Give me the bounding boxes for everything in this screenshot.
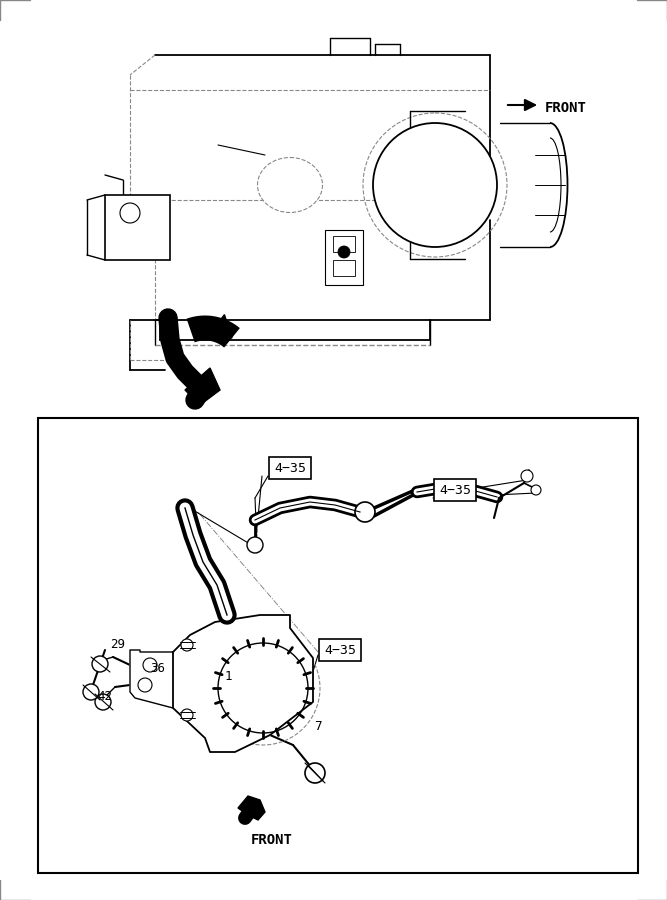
FancyBboxPatch shape xyxy=(333,236,355,252)
Circle shape xyxy=(181,709,193,721)
Circle shape xyxy=(92,656,108,672)
Text: 42: 42 xyxy=(97,690,113,703)
Ellipse shape xyxy=(257,158,323,212)
FancyBboxPatch shape xyxy=(333,260,355,276)
Text: 1: 1 xyxy=(224,670,231,683)
Circle shape xyxy=(338,246,350,258)
FancyBboxPatch shape xyxy=(38,418,638,873)
FancyBboxPatch shape xyxy=(105,195,170,260)
Text: 7: 7 xyxy=(314,720,321,733)
Text: 36: 36 xyxy=(151,662,165,675)
Circle shape xyxy=(181,639,193,651)
Circle shape xyxy=(143,658,157,672)
Text: FRONT: FRONT xyxy=(545,101,587,115)
Text: 4−35: 4−35 xyxy=(274,462,306,474)
Circle shape xyxy=(373,123,497,247)
Polygon shape xyxy=(185,368,220,405)
Circle shape xyxy=(305,763,325,783)
Circle shape xyxy=(95,694,111,710)
Polygon shape xyxy=(130,650,173,708)
Text: FRONT: FRONT xyxy=(251,833,293,847)
Circle shape xyxy=(138,678,152,692)
Polygon shape xyxy=(173,615,313,752)
Text: 4−35: 4−35 xyxy=(324,644,356,656)
Text: 4−35: 4−35 xyxy=(439,483,471,497)
Circle shape xyxy=(521,470,533,482)
Circle shape xyxy=(247,537,263,553)
Circle shape xyxy=(531,485,541,495)
Polygon shape xyxy=(207,315,232,338)
Text: 29: 29 xyxy=(111,638,125,651)
Polygon shape xyxy=(238,796,265,820)
Circle shape xyxy=(355,502,375,522)
Circle shape xyxy=(83,684,99,700)
Circle shape xyxy=(218,643,308,733)
Circle shape xyxy=(120,203,140,223)
FancyBboxPatch shape xyxy=(325,230,363,285)
